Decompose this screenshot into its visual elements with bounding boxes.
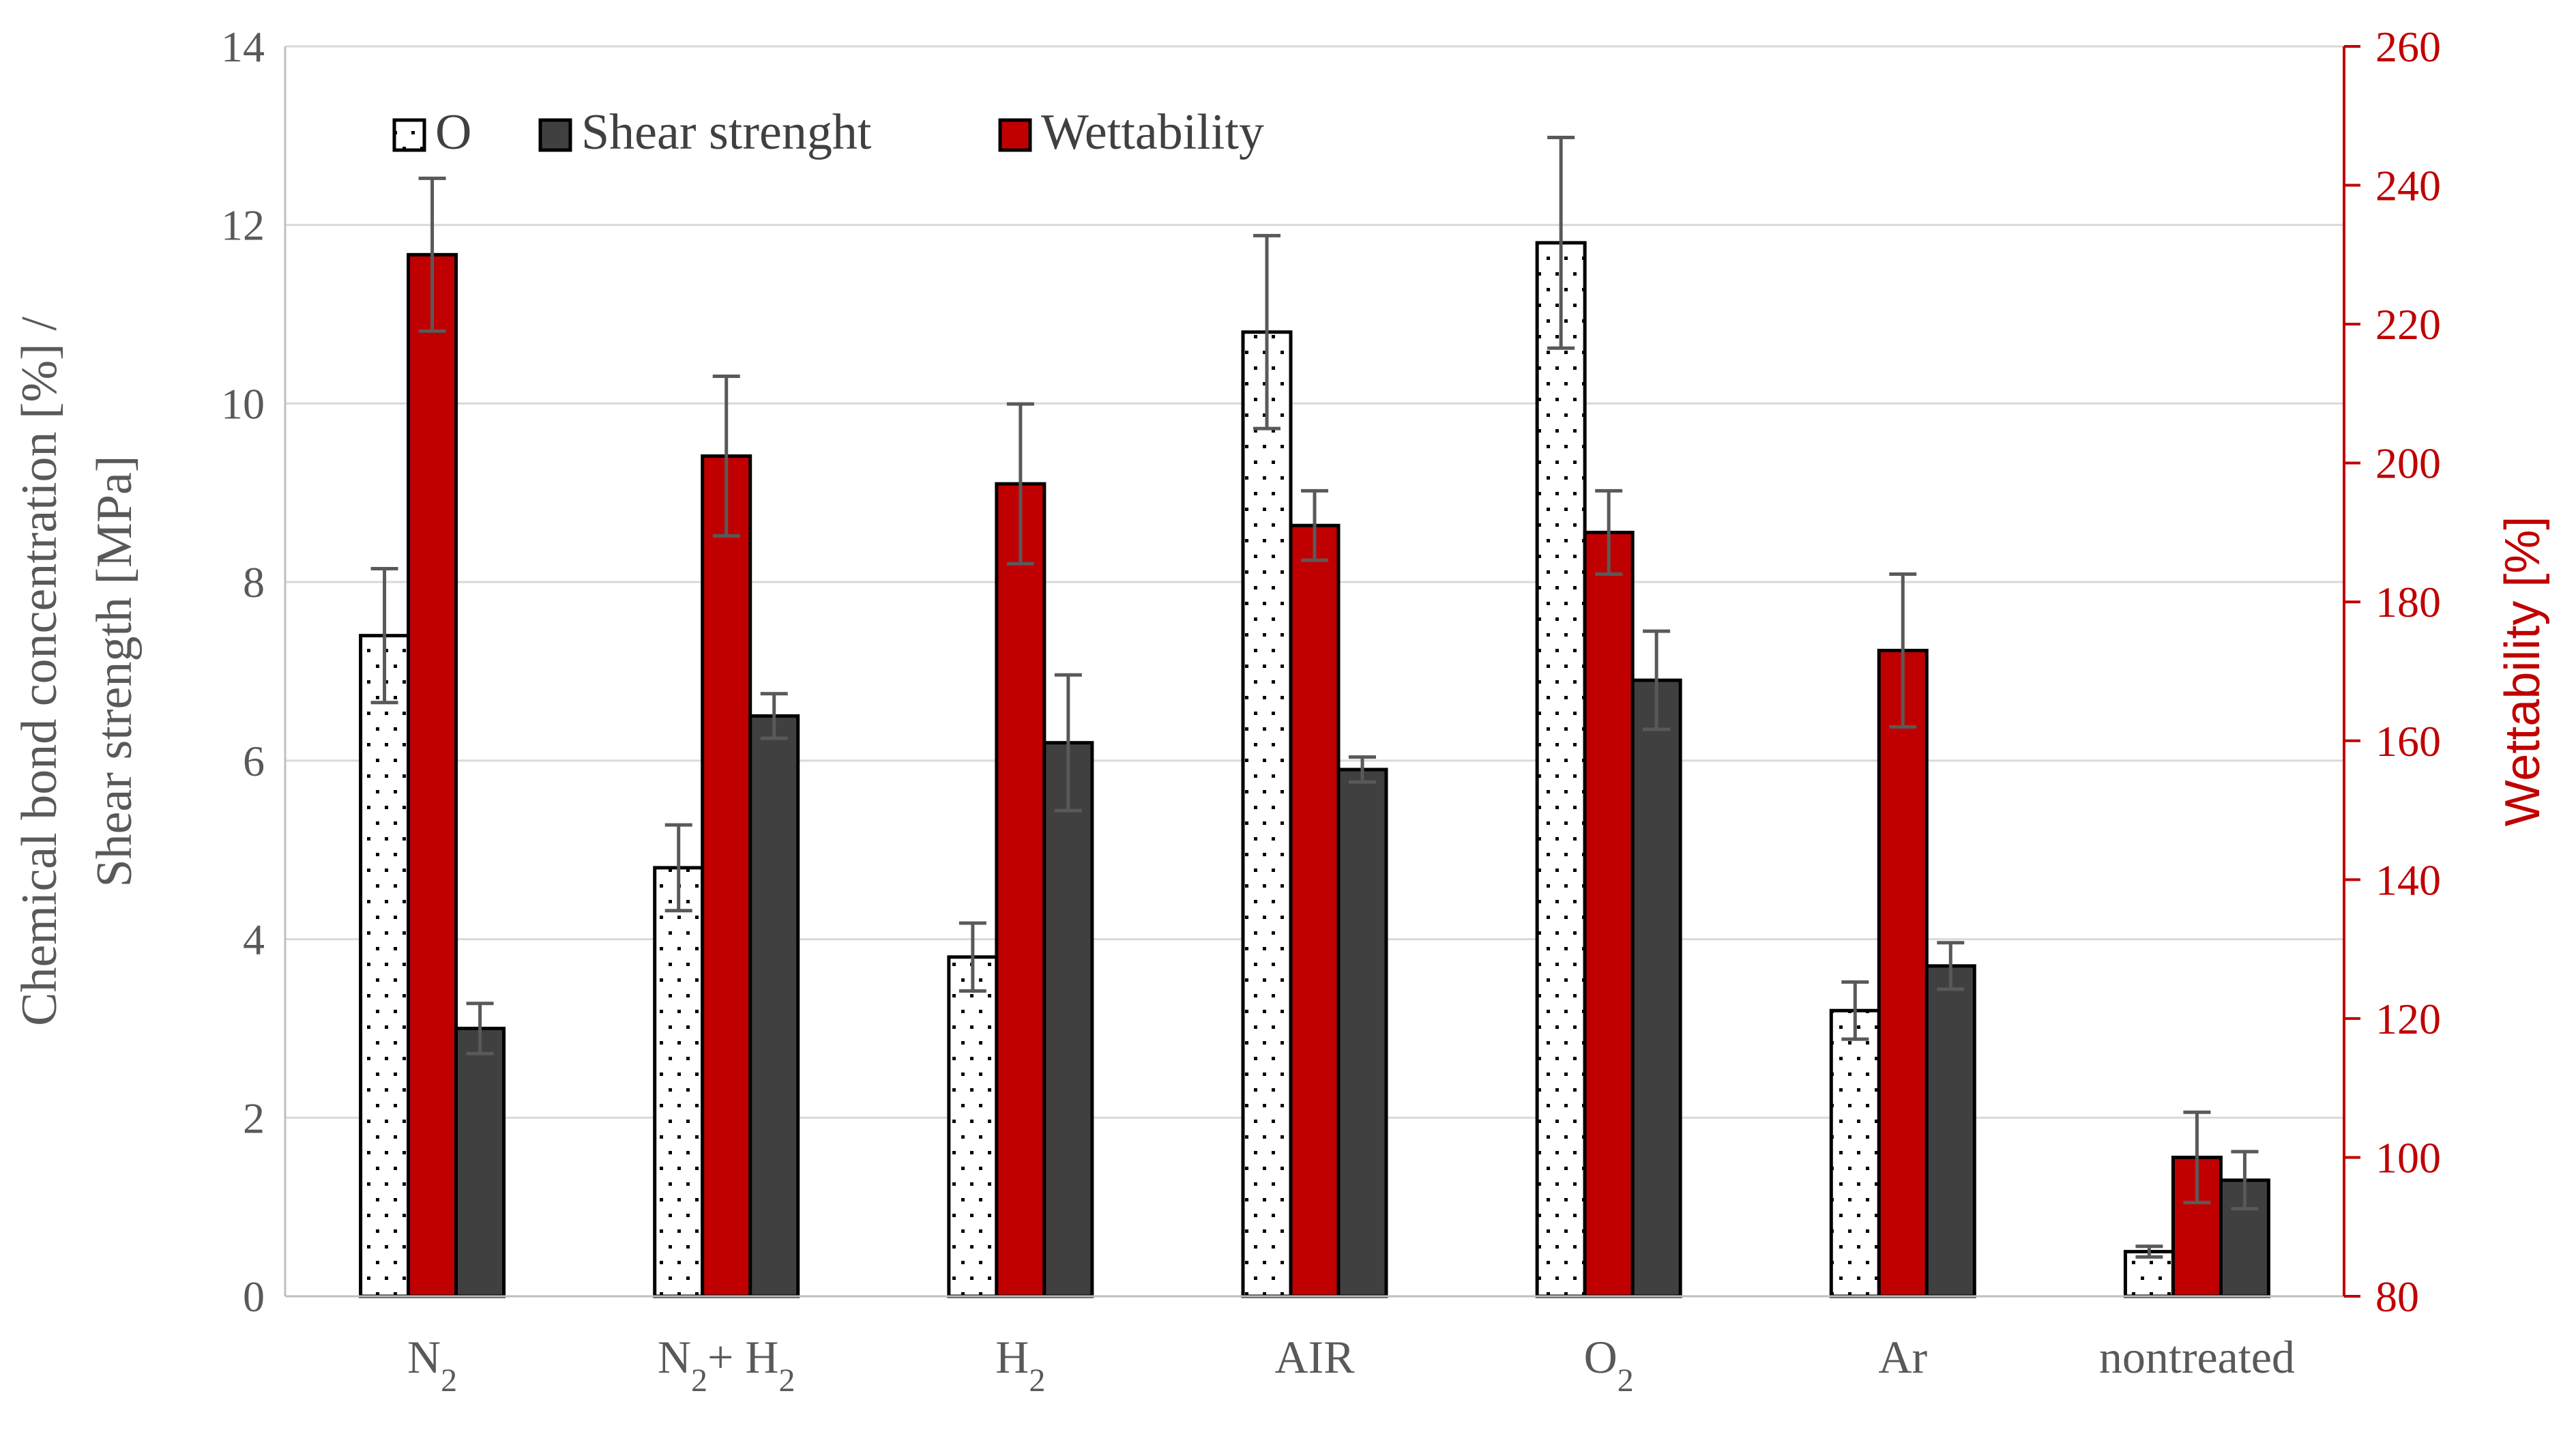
bar-shear-strenght-air (1336, 768, 1388, 1298)
legend-swatch-wettability (998, 118, 1032, 152)
bar-o-n2-h2 (653, 866, 705, 1298)
y2-tick-label: 260 (2375, 23, 2441, 71)
legend-swatch-shear-strenght (538, 118, 572, 152)
error-bars (370, 135, 2259, 1259)
axes (284, 45, 2360, 1298)
bar-wettability-h2 (995, 482, 1046, 1298)
x-tick-label: nontreated (2099, 1331, 2295, 1383)
bar-shear-strenght-n2-h2 (748, 714, 800, 1298)
y-tick-label: 2 (243, 1094, 265, 1142)
legend-label-wettability: Wettability (1041, 104, 1264, 160)
y2-tick-label: 220 (2375, 300, 2441, 349)
y2-tick-label: 200 (2375, 439, 2441, 488)
legend-label-shear-strenght: Shear strenght (581, 104, 872, 160)
x-tick-label: Ar (1878, 1331, 1927, 1383)
bar-shear-strenght-n2 (454, 1026, 506, 1298)
bar-wettability-n2-h2 (701, 454, 752, 1298)
legend-swatch-o (392, 118, 426, 152)
y2-tick-label: 160 (2375, 717, 2441, 765)
y-tick-label: 8 (243, 558, 265, 607)
bar-shear-strenght-o2 (1630, 678, 1682, 1298)
bar-o-air (1241, 330, 1293, 1298)
bars (359, 241, 2270, 1298)
bar-wettability-ar (1877, 648, 1929, 1298)
bar-shear-strenght-ar (1924, 964, 1976, 1298)
y2-axis-title: Wettability [%] (2496, 516, 2550, 827)
y-tick-label: 4 (243, 916, 265, 964)
bar-o-n2 (359, 634, 411, 1298)
y2-tick-label: 180 (2375, 578, 2441, 626)
y2-tick-label: 120 (2375, 995, 2441, 1043)
x-tick-label: AIR (1274, 1331, 1355, 1383)
y2-tick-label: 100 (2375, 1133, 2441, 1182)
y2-tick-label: 240 (2375, 162, 2441, 210)
x-tick-label: H2 (995, 1331, 1045, 1399)
y-axis-title: Chemical bond concentration [%] / (12, 317, 68, 1026)
y2-tick-label: 80 (2375, 1272, 2419, 1321)
bar-wettability-o2 (1583, 530, 1635, 1298)
y-tick-label: 0 (243, 1272, 265, 1321)
y-tick-label: 10 (221, 379, 265, 428)
legend: O Shear strenght Wettability (392, 104, 1264, 160)
y-tick-label: 14 (221, 23, 265, 71)
y-axis-title: Shear strength [MPa] (87, 456, 143, 888)
y-tick-label: 6 (243, 737, 265, 785)
legend-label-o: O (435, 104, 471, 160)
x-tick-label: O2 (1584, 1331, 1634, 1399)
y2-tick-label: 140 (2375, 856, 2441, 904)
bar-shear-strenght-h2 (1042, 741, 1094, 1298)
bar-wettability-air (1289, 523, 1341, 1298)
x-tick-label: N2+ H2 (658, 1331, 795, 1399)
bar-o-ar (1829, 1008, 1881, 1298)
y-tick-label: 12 (221, 201, 265, 250)
bar-o-h2 (947, 955, 999, 1298)
bar-wettability-n2 (407, 252, 458, 1298)
x-tick-label: N2 (407, 1331, 457, 1399)
bar-o-o2 (1535, 241, 1587, 1298)
axis-labels: 0 2 4 6 8 10 12 14 80 100 120 140 160 180 200 220 240 260… (12, 23, 2550, 1399)
